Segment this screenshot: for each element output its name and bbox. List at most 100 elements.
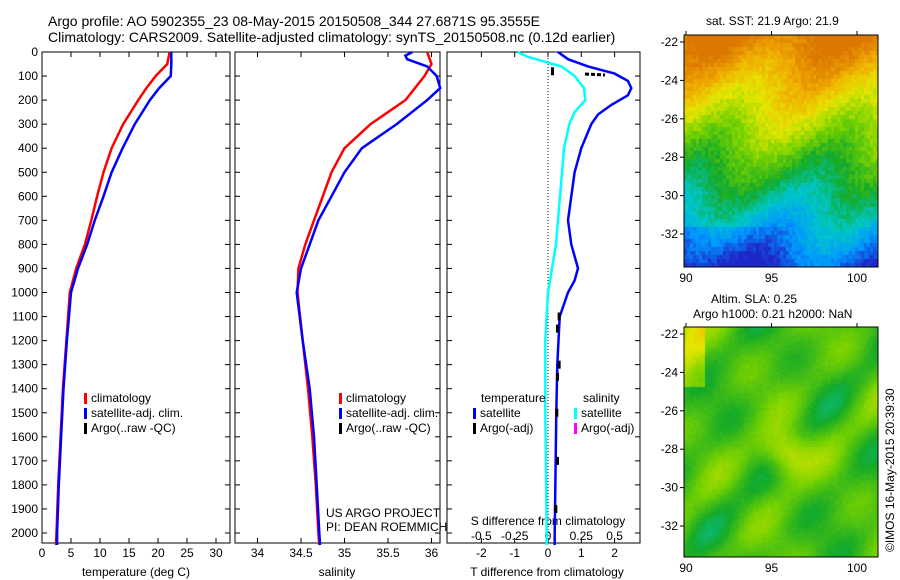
argo-point: [554, 504, 558, 513]
sal-legend-label: satellite-adj. clim.: [346, 406, 438, 420]
pi-annotation: PI: DEAN ROEMMICH: [326, 520, 447, 534]
y-tick-label: 400: [18, 141, 38, 155]
diff-legend-s-label: Argo(-adj): [581, 421, 634, 435]
x-tick-label: 5: [68, 546, 75, 560]
x-tick-label: 34.5: [289, 546, 313, 560]
sal-legend-label: Argo(..raw -QC): [346, 421, 431, 435]
y-tick-label: 1700: [11, 454, 38, 468]
y-tick-label: 200: [18, 93, 38, 107]
argo-surface-mark: [584, 72, 606, 77]
y-tick-label: 1000: [11, 286, 38, 300]
y-tick-label: 700: [18, 213, 38, 227]
y-tick-label: 1300: [11, 358, 38, 372]
diff-legend-t-swatch: [473, 423, 476, 434]
sst-map-y-label: -24: [661, 73, 679, 87]
argo-point: [555, 324, 559, 333]
x-axis-label: salinity: [319, 565, 356, 579]
t-diff-satellite-line: [553, 50, 633, 545]
x-axis-label: T difference from climatology: [470, 565, 624, 579]
argo-point: [557, 360, 561, 369]
sst-map-x-label: 100: [847, 271, 867, 285]
diff-legend-t-swatch: [473, 408, 476, 419]
x2-tick-label: -0.5: [471, 529, 492, 543]
y-tick-label: 100: [18, 69, 38, 83]
argo-point: [555, 408, 559, 417]
sla-map-x-label: 90: [679, 561, 693, 575]
x-tick-label: 2: [611, 546, 618, 560]
x-tick-label: 0: [545, 546, 552, 560]
x-tick-label: 34: [251, 546, 265, 560]
sst-map-x-label: 90: [679, 271, 693, 285]
y-tick-label: 2000: [11, 526, 38, 540]
sla-map-x-label: 100: [847, 561, 867, 575]
title-line-1: Argo profile: AO 5902355_23 08-May-2015 …: [48, 13, 540, 29]
y-tick-label: 1500: [11, 406, 38, 420]
sst-map-image: [684, 35, 878, 267]
sal-legend-label: climatology: [346, 391, 406, 405]
temp-legend-label: Argo(..raw -QC): [91, 421, 176, 435]
sla-map-x-label: 95: [765, 561, 779, 575]
x-tick-label: 1: [578, 546, 585, 560]
x-tick-label: 35.5: [376, 546, 400, 560]
argo-point: [550, 67, 554, 76]
argo-point: [557, 312, 561, 321]
x-axis-label: temperature (deg C): [82, 565, 190, 579]
x-tick-label: 36: [425, 546, 439, 560]
x-tick-label: 15: [122, 546, 136, 560]
x2-tick-label: -0.25: [501, 529, 529, 543]
sal-legend-swatch: [339, 423, 342, 434]
sst-map-y-label: -32: [661, 227, 679, 241]
sla-map-y-label: -30: [661, 481, 679, 495]
sla-map-y-label: -32: [661, 519, 679, 533]
y-tick-label: 1600: [11, 430, 38, 444]
pi-annotation: US ARGO PROJECT: [326, 506, 441, 520]
diff-legend-s-swatch: [574, 423, 577, 434]
s-diff-satellite-line: [516, 50, 587, 545]
plot-frame-0: [41, 51, 231, 544]
temp-legend-label: satellite-adj. clim.: [91, 406, 183, 420]
sal-line-satellite-adj-clim-: [295, 50, 442, 546]
temp-legend-swatch: [84, 423, 87, 434]
sst-map-x-label: 95: [765, 271, 779, 285]
sla-map-image: [684, 327, 878, 557]
sst-map-y-label: -22: [661, 35, 679, 49]
y-tick-label: 900: [18, 261, 38, 275]
x2-tick-label: 0.25: [570, 529, 594, 543]
y-tick-label: 1900: [11, 502, 38, 516]
plot-frame-1: [234, 51, 441, 544]
y-tick-label: 800: [18, 237, 38, 251]
sla-map-y-label: -26: [661, 404, 679, 418]
sst-map-y-label: -28: [661, 150, 679, 164]
diff-legend-temperature: temperature: [481, 391, 546, 405]
x-tick-label: 35: [338, 546, 352, 560]
sla-title: Altim. SLA: 0.25: [711, 292, 798, 306]
sla-map-frame: [683, 326, 879, 558]
diff-legend-s-label: satellite: [581, 406, 622, 420]
x2-tick-label: 0.5: [606, 529, 623, 543]
temp-legend-label: climatology: [91, 391, 151, 405]
diff-legend-salinity: salinity: [583, 391, 620, 405]
argo-point: [555, 372, 559, 381]
temp-legend-swatch: [84, 408, 87, 419]
sal-legend-swatch: [339, 393, 342, 404]
y-tick-label: 1400: [11, 382, 38, 396]
diff-legend-t-label: satellite: [480, 406, 521, 420]
x-tick-label: 30: [209, 546, 223, 560]
y-tick-label: 300: [18, 117, 38, 131]
sla-map-y-label: -28: [661, 442, 679, 456]
y-tick-label: 1200: [11, 334, 38, 348]
diff-legend-s-swatch: [574, 408, 577, 419]
x-tick-label: -1: [509, 546, 520, 560]
y-tick-label: 600: [18, 189, 38, 203]
sal-legend-swatch: [339, 408, 342, 419]
temp-legend-swatch: [84, 393, 87, 404]
sst-map-y-label: -26: [661, 112, 679, 126]
argo-point: [555, 456, 559, 465]
y-tick-label: 1100: [12, 310, 38, 324]
sla-map-y-label: -22: [661, 327, 679, 341]
x-tick-label: -2: [476, 546, 487, 560]
x-tick-label: 20: [151, 546, 165, 560]
sla-map-y-label: -24: [661, 365, 679, 379]
